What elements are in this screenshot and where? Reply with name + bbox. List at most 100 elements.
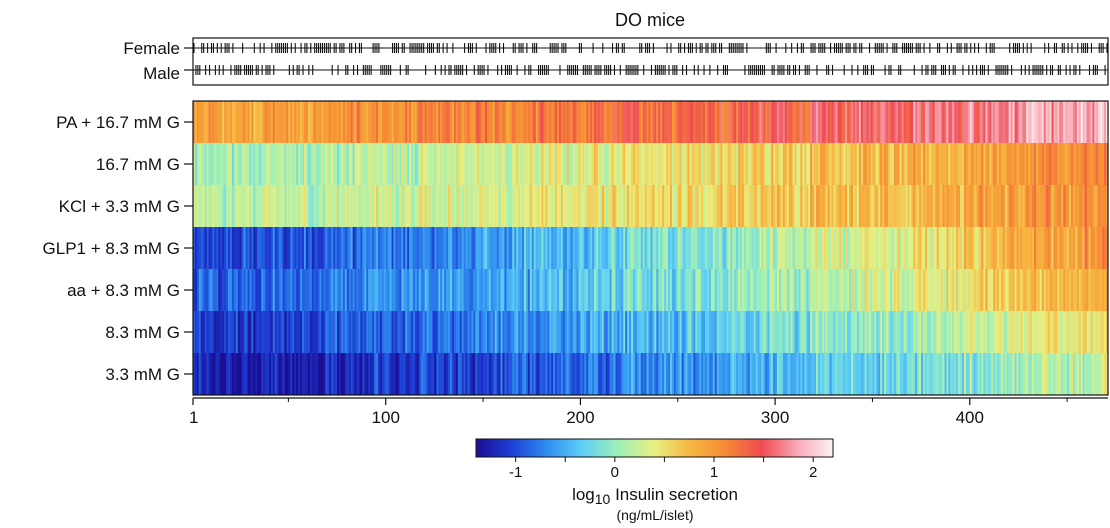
heat-cell (1072, 353, 1076, 395)
heat-cell (981, 185, 984, 227)
heat-cell (675, 185, 679, 227)
heat-cell (280, 101, 283, 143)
heat-cell (233, 311, 237, 353)
heat-cell (767, 311, 770, 353)
heat-cell (444, 101, 447, 143)
heat-cell (403, 353, 406, 395)
heat-cell (290, 227, 293, 269)
heat-cell (998, 353, 1002, 395)
heat-cell (706, 227, 710, 269)
heat-cell (486, 269, 490, 311)
heat-cell (294, 353, 297, 395)
heat-cell (975, 143, 978, 185)
heat-cell (798, 143, 801, 185)
heat-cell (1074, 101, 1078, 143)
heat-cell (671, 143, 675, 185)
heat-cell (960, 311, 963, 353)
heat-cell (856, 101, 860, 143)
heat-cell (899, 353, 902, 395)
heat-cell (1067, 143, 1070, 185)
heat-cell (457, 269, 461, 311)
heat-cell (847, 311, 850, 353)
colorbar-units: (ng/mL/islet) (616, 507, 693, 523)
heat-cell (282, 269, 285, 311)
heat-cell (533, 185, 536, 227)
heat-cell (208, 311, 211, 353)
heat-cell (815, 101, 819, 143)
heat-cell (321, 311, 324, 353)
heat-cell (235, 311, 239, 353)
heat-cell (331, 311, 334, 353)
heat-cell (777, 185, 780, 227)
heat-cell (1096, 227, 1099, 269)
heat-cell (683, 353, 686, 395)
heat-cell (582, 143, 585, 185)
heat-cell (609, 311, 612, 353)
heat-cell (379, 311, 383, 353)
heat-cell (658, 269, 661, 311)
heat-cell (220, 143, 223, 185)
heat-cell (444, 353, 447, 395)
heat-cell (666, 353, 669, 395)
heat-cell (368, 269, 371, 311)
heat-cell (967, 353, 971, 395)
heat-cell (866, 311, 869, 353)
heat-cell (997, 311, 1000, 353)
heat-cell (475, 227, 478, 269)
heat-cell (738, 143, 741, 185)
heat-cell (998, 143, 1002, 185)
heat-cell (950, 269, 953, 311)
heat-cell (683, 227, 686, 269)
heat-cell (576, 269, 579, 311)
heat-cell (407, 185, 410, 227)
heat-cell (775, 185, 778, 227)
heat-cell (817, 143, 821, 185)
heat-cell (932, 143, 936, 185)
heat-cell (566, 101, 570, 143)
heat-cell (967, 227, 971, 269)
heat-cell (486, 353, 490, 395)
heat-cell (944, 101, 947, 143)
heat-cell (769, 143, 772, 185)
heat-cell (695, 185, 698, 227)
heat-cell (539, 185, 542, 227)
row-label: GLP1 + 8.3 mM G (43, 239, 180, 258)
heat-cell (675, 353, 679, 395)
heat-cell (586, 227, 589, 269)
heat-cell (436, 143, 439, 185)
heat-cell (745, 269, 749, 311)
heat-cell (588, 227, 591, 269)
heat-cell (681, 101, 684, 143)
heat-cell (1051, 143, 1054, 185)
heat-cell (827, 353, 830, 395)
heat-cell (255, 185, 258, 227)
heat-cell (568, 353, 572, 395)
heat-cell (648, 227, 651, 269)
heat-cell (925, 353, 928, 395)
heat-cell (325, 185, 328, 227)
heat-cell (911, 185, 914, 227)
heat-cell (438, 311, 441, 353)
heat-cell (862, 227, 865, 269)
heat-cell (354, 353, 357, 395)
heat-cell (426, 227, 429, 269)
heat-cell (368, 101, 371, 143)
heat-cell (317, 143, 320, 185)
heat-cell (292, 185, 295, 227)
heat-cell (216, 269, 219, 311)
heat-cell (685, 185, 688, 227)
heat-cell (529, 269, 533, 311)
heat-cell (1047, 311, 1050, 353)
chart-title: DO mice (615, 10, 685, 30)
heat-cell (671, 353, 675, 395)
heat-cell (837, 185, 840, 227)
heat-cell (514, 269, 517, 311)
heat-cell (740, 185, 743, 227)
heat-cell (204, 311, 207, 353)
heat-cell (504, 185, 507, 227)
heat-cell (508, 353, 511, 395)
heat-cell (862, 185, 865, 227)
heat-cell (1037, 269, 1041, 311)
heat-cell (629, 101, 632, 143)
heat-cell (963, 101, 967, 143)
